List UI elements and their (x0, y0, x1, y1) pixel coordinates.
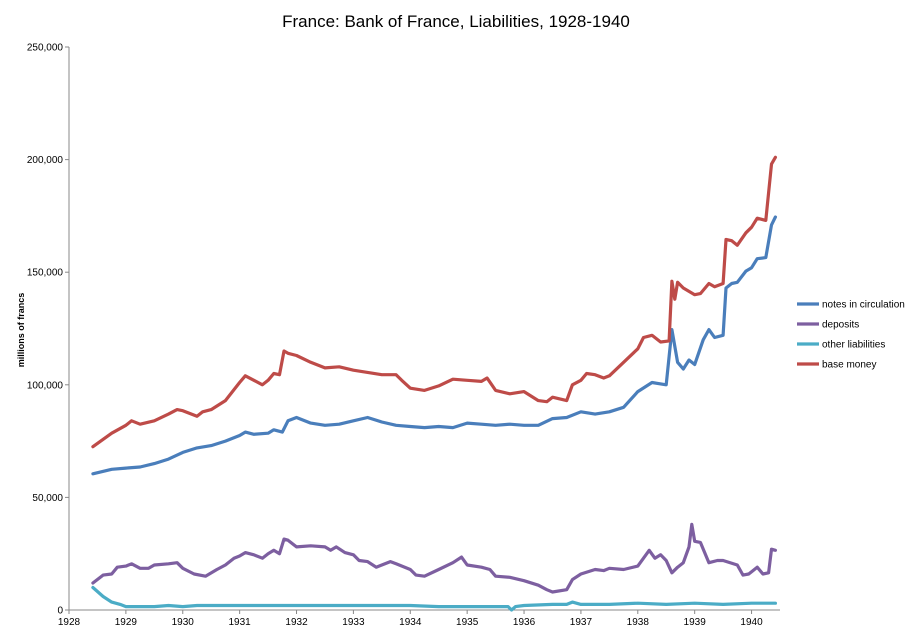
y-tick-label: 250,000 (27, 43, 64, 54)
y-tick-label: 100,000 (27, 380, 64, 391)
series-line-base-money (91, 155, 777, 449)
legend-label-other-liabilities: other liabilities (822, 340, 885, 351)
x-tick-label: 1930 (172, 617, 195, 628)
x-tick-label: 1938 (627, 617, 650, 628)
x-tick-label: 1928 (58, 617, 81, 628)
legend-label-notes-in-circulation: notes in circulation (822, 300, 905, 311)
legend-label-base-money: base money (822, 360, 876, 371)
x-tick-label: 1940 (740, 617, 763, 628)
x-tick-label: 1929 (115, 617, 138, 628)
plot-area (91, 155, 777, 612)
axes (68, 47, 780, 611)
x-axis: 1928 1929 1930 1931 1932 1933 1934 1935 1936 1937… (58, 610, 763, 628)
x-tick-label: 1935 (456, 617, 479, 628)
x-tick-label: 1933 (342, 617, 365, 628)
y-tick-label: 150,000 (27, 268, 64, 279)
x-tick-label: 1936 (513, 617, 536, 628)
x-tick-label: 1932 (285, 617, 308, 628)
x-tick-label: 1937 (570, 617, 593, 628)
x-tick-label: 1934 (399, 617, 422, 628)
series-line-notes-in-circulation (91, 215, 777, 476)
x-tick-label: 1939 (684, 617, 707, 628)
legend-label-deposits: deposits (822, 320, 859, 331)
chart-title: France: Bank of France, Liabilities, 192… (282, 12, 630, 31)
y-tick-label: 0 (57, 606, 63, 617)
y-tick-label: 50,000 (32, 493, 63, 504)
legend: notes in circulation deposits other liabil… (797, 300, 905, 371)
y-axis: 0 50,000 100,000 150,000 200,000 250,000 (27, 43, 69, 617)
series-line-deposits (91, 522, 777, 594)
y-axis-label: millions of francs (16, 293, 26, 368)
y-tick-label: 200,000 (27, 155, 64, 166)
x-tick-label: 1931 (229, 617, 252, 628)
series-line-other-liabilities (91, 585, 777, 612)
